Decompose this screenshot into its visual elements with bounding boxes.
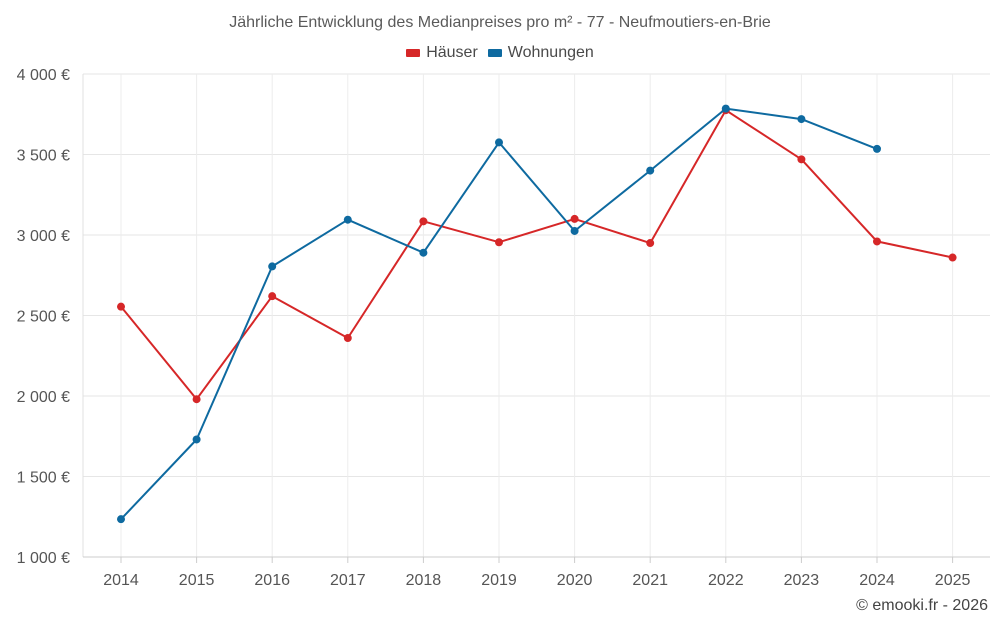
data-point-haeuser xyxy=(192,395,201,404)
data-point-wohnungen xyxy=(570,226,579,235)
y-tick-label: 2 500 € xyxy=(17,309,70,326)
data-point-wohnungen xyxy=(268,262,277,271)
data-point-haeuser xyxy=(495,238,503,247)
x-tick-label: 2015 xyxy=(179,572,215,589)
y-tick-label: 3 500 € xyxy=(17,148,70,165)
y-tick-label: 4 000 € xyxy=(17,67,70,84)
data-point-haeuser xyxy=(646,239,655,248)
x-tick-label: 2020 xyxy=(557,572,593,589)
data-point-wohnungen xyxy=(797,115,806,124)
legend-item-haeuser[interactable]: Häuser xyxy=(406,44,478,62)
data-point-haeuser xyxy=(797,155,806,164)
legend-swatch-haeuser xyxy=(406,49,421,57)
y-tick-label: 1 000 € xyxy=(17,550,70,567)
legend: Häuser Wohnungen xyxy=(0,44,1000,62)
y-tick-label: 3 000 € xyxy=(17,228,70,245)
data-point-haeuser xyxy=(117,302,125,311)
data-point-wohnungen xyxy=(419,248,428,257)
data-point-wohnungen xyxy=(117,515,125,524)
data-point-wohnungen xyxy=(343,215,352,224)
copyright-footer: © emooki.fr - 2026 xyxy=(856,597,988,614)
series-line-haeuser xyxy=(120,109,953,401)
legend-swatch-wohnungen xyxy=(487,49,502,57)
x-tick-label: 2014 xyxy=(103,572,139,589)
data-point-haeuser xyxy=(570,214,579,223)
data-point-wohnungen xyxy=(192,435,201,444)
legend-item-wohnungen[interactable]: Wohnungen xyxy=(487,44,594,62)
data-point-haeuser xyxy=(419,217,428,226)
data-point-haeuser xyxy=(343,334,352,343)
data-point-wohnungen xyxy=(721,104,730,113)
x-tick-label: 2023 xyxy=(784,572,820,589)
x-tick-label: 2018 xyxy=(406,572,442,589)
data-point-haeuser xyxy=(873,237,881,246)
data-point-wohnungen xyxy=(646,166,655,175)
data-point-wohnungen xyxy=(495,138,503,147)
data-point-haeuser xyxy=(268,292,277,301)
x-tick-label: 2021 xyxy=(632,572,668,589)
legend-label-haeuser: Häuser xyxy=(426,44,478,61)
x-tick-label: 2019 xyxy=(481,572,517,589)
x-tick-label: 2025 xyxy=(935,572,971,589)
y-tick-label: 1 500 € xyxy=(17,470,70,487)
legend-label-wohnungen: Wohnungen xyxy=(507,44,594,61)
chart-title: Jährliche Entwicklung des Medianpreises … xyxy=(229,14,771,31)
data-point-haeuser xyxy=(948,253,957,262)
x-tick-label: 2024 xyxy=(859,572,895,589)
x-tick-label: 2017 xyxy=(330,572,366,589)
y-tick-label: 2 000 € xyxy=(17,389,70,406)
x-tick-label: 2016 xyxy=(254,572,290,589)
x-tick-label: 2022 xyxy=(708,572,744,589)
data-point-wohnungen xyxy=(873,144,881,153)
